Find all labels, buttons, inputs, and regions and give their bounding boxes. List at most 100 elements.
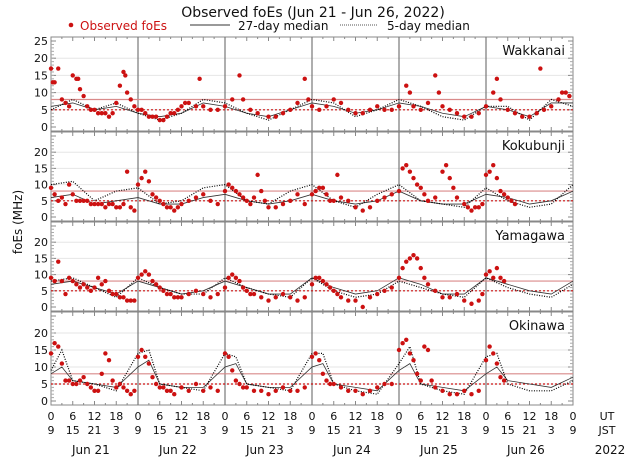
- observed-point: [215, 201, 220, 207]
- x-day-label: Jun 26: [506, 443, 545, 457]
- observed-point: [117, 381, 123, 387]
- observed-point: [505, 107, 510, 113]
- observed-point: [389, 381, 394, 387]
- observed-point: [161, 385, 166, 390]
- observed-point: [295, 100, 300, 106]
- observed-point: [168, 388, 173, 393]
- observed-point: [462, 298, 467, 303]
- observed-point: [161, 288, 166, 293]
- observed-point: [135, 354, 141, 359]
- observed-point: [117, 295, 123, 300]
- observed-point: [563, 90, 568, 95]
- observed-point: [230, 97, 235, 102]
- observed-point: [331, 198, 336, 203]
- y-tick-label: 20: [34, 327, 48, 340]
- y-tick-label: 10: [34, 179, 48, 192]
- observed-point: [425, 100, 431, 106]
- observed-point: [92, 285, 97, 290]
- observed-point: [59, 97, 65, 102]
- observed-point: [88, 107, 94, 113]
- observed-point: [327, 198, 333, 203]
- x-tick-label-jst: 21: [349, 424, 363, 437]
- observed-point: [128, 392, 133, 397]
- observed-point: [483, 104, 489, 109]
- observed-point: [472, 205, 478, 210]
- observed-point: [360, 208, 365, 213]
- observed-point: [114, 100, 119, 106]
- observed-point: [226, 275, 231, 281]
- observed-point: [480, 291, 485, 297]
- observed-point: [77, 86, 83, 92]
- observed-point: [498, 375, 503, 380]
- observed-point: [172, 295, 177, 300]
- x-tick-label-ut: 12: [88, 410, 102, 423]
- station-label: Okinawa: [509, 319, 565, 334]
- x-tick-label-ut: 0: [483, 410, 490, 423]
- observed-point: [114, 205, 119, 210]
- observed-point: [487, 169, 492, 174]
- x-tick-label-ut: 18: [196, 410, 210, 423]
- observed-point: [201, 104, 206, 109]
- observed-point: [106, 358, 112, 363]
- observed-point: [353, 298, 358, 303]
- x-tick-label-jst: 9: [483, 424, 490, 437]
- observed-point: [556, 97, 561, 102]
- observed-point: [309, 192, 315, 197]
- x-tick-label-ut: 0: [135, 410, 142, 423]
- observed-point: [335, 172, 340, 178]
- observed-point: [161, 117, 166, 123]
- observed-point: [476, 205, 481, 210]
- observed-point: [414, 256, 420, 261]
- observed-point: [92, 388, 97, 393]
- observed-point: [237, 278, 242, 284]
- observed-point: [469, 301, 474, 306]
- observed-point: [110, 291, 115, 297]
- observed-point: [164, 388, 170, 393]
- observed-point: [273, 205, 278, 210]
- observed-point: [487, 269, 492, 274]
- observed-point: [222, 188, 228, 194]
- observed-point: [375, 104, 380, 109]
- x-tick-label-jst: 15: [414, 424, 428, 437]
- observed-point: [244, 288, 249, 293]
- observed-point: [179, 104, 184, 109]
- observed-point: [527, 114, 532, 119]
- observed-point: [95, 275, 101, 281]
- y-axis-label: foEs (MHz): [11, 190, 25, 254]
- observed-point: [248, 107, 253, 113]
- observed-point: [186, 198, 191, 203]
- observed-point: [295, 192, 300, 197]
- observed-point: [306, 97, 311, 102]
- observed-point: [494, 76, 500, 82]
- observed-point: [132, 388, 137, 393]
- observed-point: [77, 285, 83, 290]
- observed-point: [491, 351, 496, 356]
- observed-point: [451, 185, 456, 191]
- y-tick-label: 5: [41, 285, 48, 298]
- observed-point: [433, 385, 438, 390]
- observed-point: [541, 107, 547, 113]
- observed-point: [483, 272, 489, 277]
- observed-point: [396, 188, 402, 194]
- observed-point: [208, 107, 213, 113]
- x-tick-label-jst: 21: [523, 424, 537, 437]
- x-unit-ut: UT: [600, 410, 615, 423]
- observed-point: [346, 107, 351, 113]
- observed-point: [157, 285, 162, 290]
- observed-point: [407, 256, 413, 261]
- x-tick-label-jst: 3: [200, 424, 207, 437]
- x-tick-label-jst: 15: [66, 424, 80, 437]
- observed-point: [143, 269, 148, 274]
- observed-point: [81, 282, 86, 287]
- observed-point: [255, 172, 260, 178]
- observed-point: [172, 392, 177, 397]
- observed-point: [63, 201, 68, 207]
- panel-yamagawa: 0 5 10 15 20 Yamagawa: [34, 221, 574, 314]
- x-tick-label-ut: 6: [69, 410, 76, 423]
- observed-point: [353, 111, 358, 116]
- observed-point: [443, 162, 449, 168]
- observed-point: [491, 275, 496, 281]
- observed-point: [150, 278, 155, 284]
- observed-point: [338, 385, 344, 390]
- observed-point: [280, 201, 286, 207]
